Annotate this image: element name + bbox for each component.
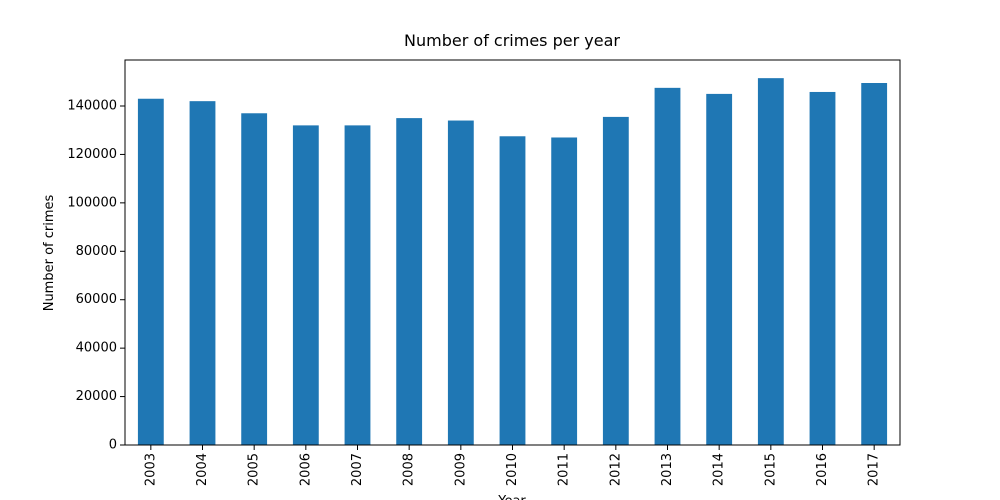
bar	[654, 87, 681, 445]
y-tick-label: 120000	[67, 147, 117, 162]
x-tick-label: 2015	[763, 453, 778, 486]
bar	[706, 93, 733, 446]
x-tick-label: 2013	[660, 453, 675, 486]
y-axis-label: Number of crimes	[42, 194, 57, 311]
bar	[137, 98, 164, 446]
x-tick-label: 2011	[557, 453, 572, 486]
x-tick-label: 2010	[505, 453, 520, 486]
x-tick-label: 2017	[867, 453, 882, 486]
bar	[241, 113, 268, 445]
x-tick-label: 2004	[195, 453, 210, 486]
x-tick-label: 2009	[453, 453, 468, 486]
bar	[292, 125, 319, 446]
plot-frame	[124, 59, 901, 446]
y-tick-label: 40000	[76, 341, 117, 356]
bar	[757, 78, 784, 446]
y-tick-label: 140000	[67, 99, 117, 114]
x-tick-label: 2007	[350, 453, 365, 486]
bar	[447, 120, 474, 445]
x-tick-label: 2006	[298, 453, 313, 486]
x-tick-label: 2008	[402, 453, 417, 486]
x-axis-label: Year	[497, 494, 526, 500]
x-tick-label: 2016	[815, 453, 830, 486]
bar	[396, 118, 423, 445]
bar	[189, 101, 216, 446]
x-tick-label: 2003	[143, 453, 158, 486]
x-tick-label: 2012	[608, 453, 623, 486]
x-tick-label: 2014	[712, 453, 727, 486]
y-tick-label: 100000	[67, 195, 117, 210]
y-tick-label: 60000	[76, 292, 117, 307]
bar	[861, 83, 888, 445]
chart-title: Number of crimes per year	[404, 31, 620, 50]
bar	[809, 91, 836, 445]
y-tick-label: 80000	[76, 244, 117, 259]
bar	[551, 137, 578, 445]
bar	[602, 116, 629, 445]
y-tick-label: 0	[109, 438, 117, 453]
bar	[344, 125, 371, 446]
x-tick-label: 2005	[247, 453, 262, 486]
y-tick-label: 20000	[76, 389, 117, 404]
bar	[499, 136, 526, 445]
